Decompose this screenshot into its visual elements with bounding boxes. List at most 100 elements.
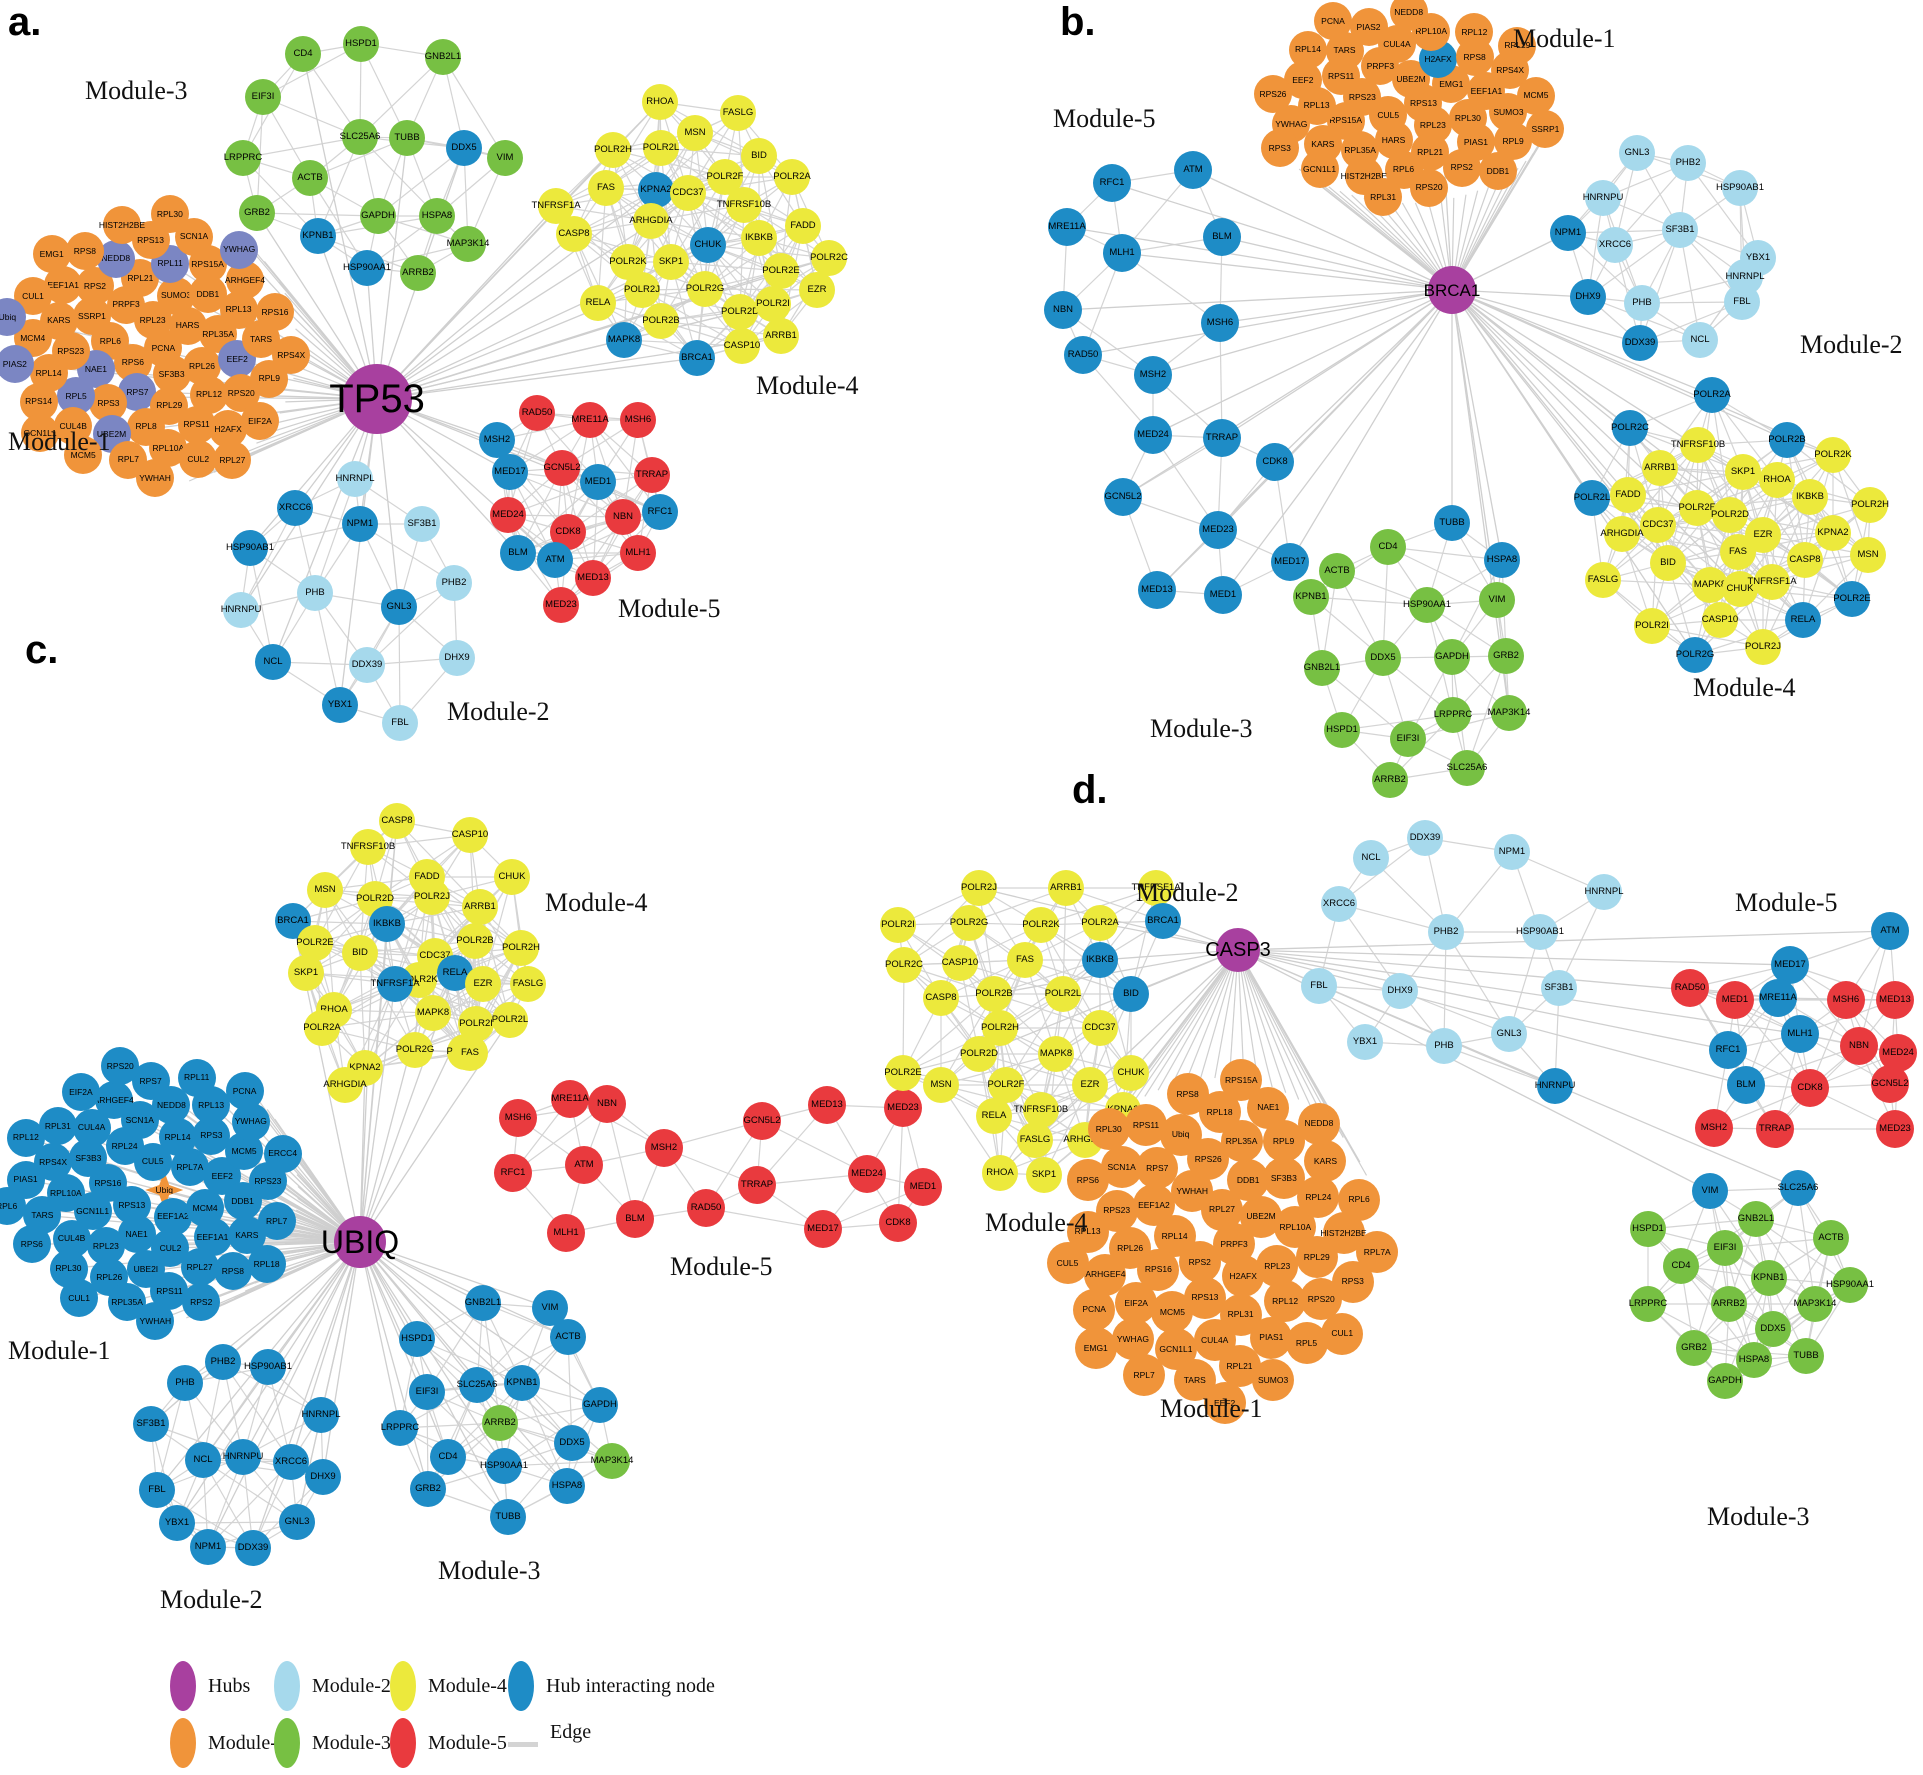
node-DDX39[interactable]: DDX39 [235,1530,271,1566]
node-GNB2L1[interactable]: GNB2L1 [1738,1201,1774,1237]
node-POLR2G[interactable]: POLR2G [950,905,988,941]
node-CUL5[interactable]: CUL5 [1046,1242,1089,1285]
node-RAD50[interactable]: RAD50 [1671,969,1709,1007]
node-FASLG[interactable]: FASLG [720,95,756,131]
node-TRRAP[interactable]: TRRAP [738,1166,776,1204]
node-ARRB2[interactable]: ARRB2 [400,255,436,291]
node-POLR2B[interactable]: POLR2B [975,976,1013,1012]
node-DDX5[interactable]: DDX5 [446,130,482,166]
node-POLR2F[interactable]: POLR2F [988,1067,1024,1103]
node-MSH2[interactable]: MSH2 [645,1129,683,1167]
node-RPL7[interactable]: RPL7 [1123,1353,1166,1396]
node-GRB2[interactable]: GRB2 [1676,1330,1712,1366]
node-CDK8[interactable]: CDK8 [879,1204,917,1242]
node-POLR2B[interactable]: POLR2B [642,303,680,339]
node-MSN[interactable]: MSN [923,1067,959,1103]
node-MSH6[interactable]: MSH6 [620,402,656,438]
node-VIM[interactable]: VIM [1692,1173,1728,1209]
node-RPL7[interactable]: RPL7 [257,1201,296,1240]
node-CDK8[interactable]: CDK8 [1791,1069,1829,1107]
node-CASP10[interactable]: CASP10 [942,945,978,981]
node-RPS20[interactable]: RPS20 [101,1047,140,1086]
node-GCN1L1[interactable]: GCN1L1 [1300,149,1339,188]
node-FASLG[interactable]: FASLG [1585,562,1621,598]
node-DDX5[interactable]: DDX5 [554,1425,590,1461]
node-HNRNPU[interactable]: HNRNPU [223,1439,263,1475]
node-GNL3[interactable]: GNL3 [381,589,417,625]
node-FBL[interactable]: FBL [1301,968,1337,1004]
node-DHX9[interactable]: DHX9 [439,640,475,676]
node-NBN[interactable]: NBN [588,1085,626,1123]
node-GNB2L1[interactable]: GNB2L1 [465,1285,501,1321]
node-TUBB[interactable]: TUBB [1434,505,1470,541]
node-ATM[interactable]: ATM [1174,151,1212,189]
node-FAS[interactable]: FAS [588,170,624,206]
node-RPS6[interactable]: RPS6 [1066,1159,1109,1202]
node-GCN5L2[interactable]: GCN5L2 [1104,478,1142,516]
node-EIF3I[interactable]: EIF3I [1390,721,1426,757]
node-RPS8[interactable]: RPS8 [213,1252,252,1291]
node-HIST2H2BE[interactable]: HIST2H2BE [99,206,145,245]
node-EIF2A[interactable]: EIF2A [61,1073,100,1112]
node-DHX9[interactable]: DHX9 [1570,279,1606,315]
node-RPL6[interactable]: RPL6 [1338,1178,1381,1221]
node-NEDD8[interactable]: NEDD8 [1297,1102,1340,1145]
node-DDB1[interactable]: DDB1 [1478,152,1517,191]
node-IKBKB[interactable]: IKBKB [369,906,405,942]
node-MAP3K14[interactable]: MAP3K14 [1488,695,1530,731]
node-GAPDH[interactable]: GAPDH [1707,1363,1743,1399]
node-YBX1[interactable]: YBX1 [1347,1024,1383,1060]
node-POLR2E[interactable]: POLR2E [1833,581,1871,617]
node-POLR2D[interactable]: POLR2D [960,1036,998,1072]
node-NBN[interactable]: NBN [605,499,641,535]
node-TRRAP[interactable]: TRRAP [1756,1110,1794,1148]
node-CD4[interactable]: CD4 [430,1439,466,1475]
node-RPS15A[interactable]: RPS15A [1220,1059,1263,1102]
node-KPNA2[interactable]: KPNA2 [1815,515,1851,551]
node-RPL11[interactable]: RPL11 [177,1058,216,1097]
node-POLR2I[interactable]: POLR2I [755,286,791,322]
node-NPM1[interactable]: NPM1 [1494,834,1530,870]
node-MED1[interactable]: MED1 [904,1168,942,1206]
node-FADD[interactable]: FADD [785,208,821,244]
node-RHOA[interactable]: RHOA [642,84,678,120]
node-RPS8[interactable]: RPS8 [65,231,104,270]
node-ARHGDIA[interactable]: ARHGDIA [323,1067,367,1103]
node-POLR2D[interactable]: POLR2D [721,294,759,330]
node-HSP90AA1[interactable]: HSP90AA1 [1826,1267,1874,1303]
node-PIAS2[interactable]: PIAS2 [0,344,34,383]
node-BLM[interactable]: BLM [616,1200,654,1238]
node-POLR2A[interactable]: POLR2A [773,159,811,195]
node-CD4[interactable]: CD4 [1663,1248,1699,1284]
node-CHUK[interactable]: CHUK [690,227,726,263]
node-PHB[interactable]: PHB [167,1365,203,1401]
node-MAP3K14[interactable]: MAP3K14 [591,1443,633,1479]
node-POLR2L[interactable]: POLR2L [492,1002,528,1038]
node-CDC37[interactable]: CDC37 [1082,1010,1118,1046]
node-POLR2A[interactable]: POLR2A [1693,377,1731,413]
node-DDX39[interactable]: DDX39 [1622,325,1658,361]
node-PHB[interactable]: PHB [1624,285,1660,321]
node-SKP1[interactable]: SKP1 [1026,1157,1062,1193]
node-IKBKB[interactable]: IKBKB [1082,942,1118,978]
node-TNFRSF10B[interactable]: TNFRSF10B [717,187,771,223]
node-NCL[interactable]: NCL [1682,322,1718,358]
node-TNFRSF10B[interactable]: TNFRSF10B [1671,427,1725,463]
node-MED17[interactable]: MED17 [492,454,528,490]
node-TRRAP[interactable]: TRRAP [634,457,670,493]
node-PHB2[interactable]: PHB2 [436,565,472,601]
node-POLR2A[interactable]: POLR2A [303,1010,341,1046]
node-MED23[interactable]: MED23 [884,1089,922,1127]
node-NAE1[interactable]: NAE1 [117,1215,156,1254]
node-POLR2K[interactable]: POLR2K [1022,907,1060,943]
hub-tp53[interactable]: TP53 [329,364,425,434]
node-GCN1L1[interactable]: GCN1L1 [21,414,60,453]
node-GAPDH[interactable]: GAPDH [360,198,396,234]
node-BRCA1[interactable]: BRCA1 [679,340,715,376]
node-MSN[interactable]: MSN [677,115,713,151]
node-POLR2I[interactable]: POLR2I [880,907,916,943]
node-SLC25A6[interactable]: SLC25A6 [340,119,380,155]
node-DDX5[interactable]: DDX5 [1365,640,1401,676]
node-MSH6[interactable]: MSH6 [1201,304,1239,342]
node-DDB1[interactable]: DDB1 [1227,1159,1270,1202]
